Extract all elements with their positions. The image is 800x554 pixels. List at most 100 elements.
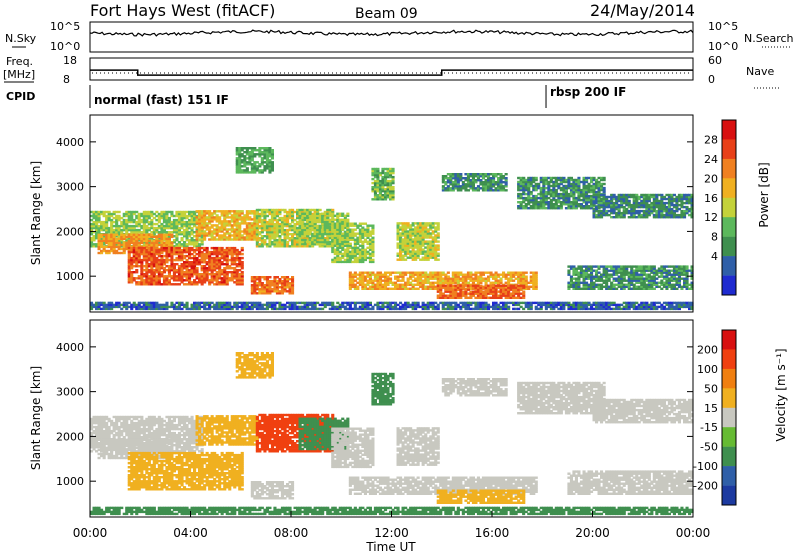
power-cell <box>200 283 204 286</box>
power-cell <box>198 243 202 246</box>
power-cell <box>177 271 181 274</box>
power-cell <box>248 230 252 233</box>
power-cell <box>308 212 312 215</box>
power-cell <box>456 288 460 291</box>
power-cell <box>175 250 179 254</box>
power-cell <box>235 283 239 286</box>
power-cell <box>328 236 332 240</box>
power-cell <box>268 151 272 154</box>
power-cell <box>92 222 96 226</box>
power-cell <box>361 256 365 260</box>
power-cell <box>240 165 244 168</box>
power-cell <box>386 281 390 284</box>
power-cell <box>205 228 209 231</box>
power-cell <box>150 231 154 234</box>
power-cell <box>471 279 475 282</box>
power-cell <box>203 275 207 278</box>
power-cell <box>303 222 307 226</box>
power-cell <box>258 212 262 216</box>
power-cell <box>303 208 307 212</box>
power-cell <box>368 271 372 274</box>
power-cell <box>286 237 290 240</box>
power-cell <box>162 216 166 220</box>
power-cell <box>235 159 239 162</box>
power-cell <box>172 226 176 230</box>
power-cell <box>389 198 393 201</box>
power-cell <box>371 177 375 181</box>
power-cell <box>404 222 408 225</box>
power-cell <box>157 239 161 243</box>
power-cell <box>358 275 362 278</box>
power-cell <box>401 224 405 227</box>
power-cell <box>183 228 187 232</box>
power-cell <box>260 161 264 164</box>
power-cell <box>157 233 161 236</box>
power-cell <box>243 163 247 166</box>
power-cell <box>404 248 408 251</box>
power-cell <box>268 222 272 226</box>
power-cell <box>358 252 362 256</box>
power-cell <box>373 194 377 197</box>
power-cell <box>434 285 438 288</box>
power-cell <box>389 194 393 197</box>
power-cell <box>170 243 174 247</box>
power-cell <box>95 235 99 238</box>
power-cell <box>230 279 234 282</box>
power-cell <box>399 222 403 225</box>
power-cell <box>406 281 410 284</box>
power-cell <box>291 228 295 232</box>
power-cell <box>233 263 237 266</box>
power-cell <box>198 281 202 284</box>
power-cell <box>414 273 418 276</box>
power-cell <box>291 224 295 228</box>
power-cell <box>474 290 478 293</box>
power-cell <box>399 287 403 290</box>
power-cell <box>183 246 187 250</box>
power-cell <box>306 239 310 242</box>
power-cell <box>240 236 244 239</box>
power-cell <box>115 226 119 230</box>
power-cell <box>210 220 214 223</box>
power-cell <box>343 238 347 242</box>
power-cell <box>225 271 229 274</box>
power-cell <box>188 279 192 282</box>
power-cell <box>466 288 470 291</box>
power-cell <box>160 246 164 250</box>
power-cell <box>177 243 181 246</box>
power-cell <box>152 228 156 232</box>
power-cell <box>172 228 176 232</box>
power-cell <box>193 256 197 260</box>
power-cell <box>238 212 242 215</box>
power-cell <box>188 283 192 286</box>
power-cell <box>275 222 279 226</box>
power-cell <box>446 288 450 291</box>
power-cell <box>381 167 385 171</box>
power-cell <box>200 273 204 276</box>
power-cell <box>313 232 317 236</box>
power-cell <box>215 224 219 227</box>
power-cell <box>507 277 511 280</box>
power-cell <box>137 241 141 245</box>
power-cell <box>306 230 310 234</box>
power-cell <box>378 171 382 175</box>
power-cell <box>421 250 425 253</box>
power-cell <box>414 277 418 280</box>
power-cell <box>361 252 365 256</box>
power-cell <box>313 228 317 232</box>
power-cell <box>275 276 279 279</box>
power-cell <box>308 239 312 242</box>
power-cell <box>263 153 267 156</box>
power-cell <box>162 214 166 218</box>
power-cell <box>270 216 274 220</box>
power-cell <box>110 239 114 243</box>
power-cell <box>439 294 443 297</box>
power-cell <box>258 147 262 150</box>
power-cell <box>318 232 322 236</box>
power-cell <box>356 224 360 227</box>
power-cell <box>203 261 207 264</box>
power-cell <box>150 237 154 240</box>
power-cell <box>278 282 282 285</box>
power-cell <box>110 220 114 224</box>
power-cell <box>250 218 254 221</box>
power-cell <box>205 279 209 282</box>
